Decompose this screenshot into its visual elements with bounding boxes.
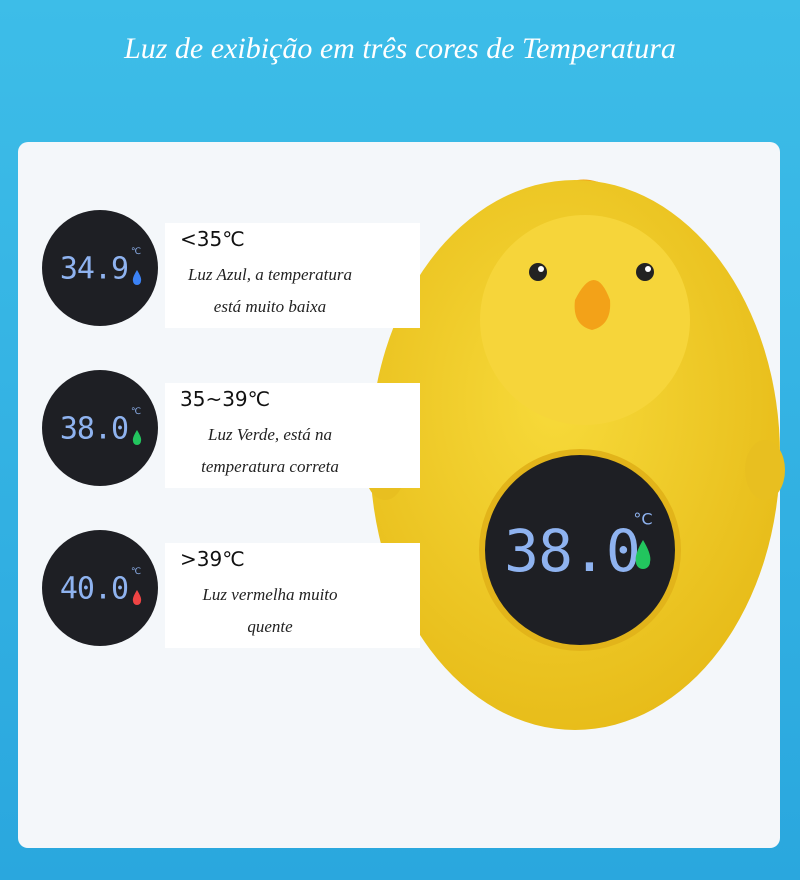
indicator-display: 40.0 (60, 572, 128, 607)
description: Luz vermelha muito (201, 585, 337, 604)
device-unit: °C (633, 510, 652, 529)
description: temperatura correta (201, 457, 339, 476)
indicator-circle (42, 210, 158, 326)
range-label: 35~39℃ (180, 387, 270, 411)
description: Luz Verde, está na (207, 425, 332, 444)
indicator-unit: ℃ (131, 407, 141, 417)
description: está muito baixa (214, 297, 326, 316)
drop-icon (132, 430, 142, 445)
description: quente (247, 617, 293, 636)
text-backdrop (165, 383, 420, 488)
description: Luz Azul, a temperatura (187, 265, 352, 284)
indicator-display: 38.0 (60, 412, 128, 447)
indicator-circle (42, 530, 158, 646)
indicator-unit: ℃ (131, 567, 141, 577)
duck-thermometer: 38.0 °C (365, 179, 785, 730)
drop-icon (132, 270, 142, 285)
indicator-unit: ℃ (131, 247, 141, 257)
text-backdrop (165, 223, 420, 328)
text-backdrop (165, 543, 420, 648)
device-display: 38.0 (504, 517, 640, 585)
indicator-circle (42, 370, 158, 486)
range-label: <35℃ (180, 227, 245, 251)
range-label: >39℃ (180, 547, 245, 571)
drop-icon (132, 590, 142, 605)
title: Luz de exibição em três cores de Tempera… (123, 32, 676, 65)
indicator-display: 34.9 (60, 252, 128, 287)
